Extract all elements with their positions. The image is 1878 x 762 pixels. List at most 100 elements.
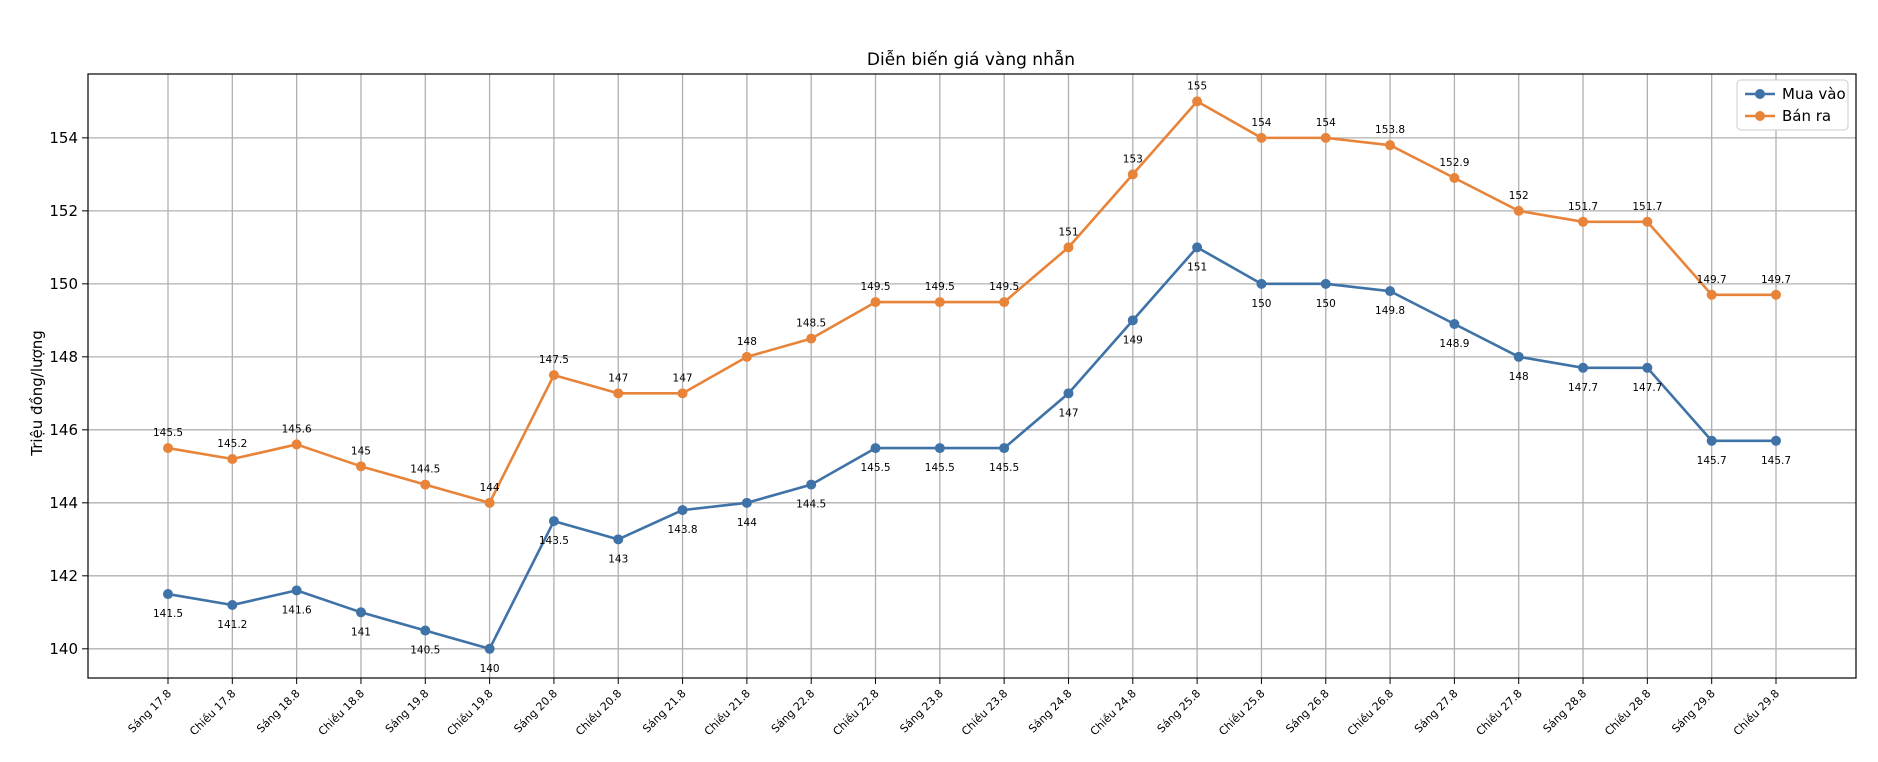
y-tick-label: 146	[49, 421, 78, 439]
x-tick-label: Sáng 21.8	[640, 687, 689, 736]
x-tick-label: Sáng 22.8	[769, 687, 818, 736]
data-point	[613, 534, 624, 545]
data-point	[677, 505, 688, 516]
data-label: 145.5	[989, 462, 1019, 474]
data-label: 151.7	[1632, 201, 1662, 213]
data-point	[870, 297, 881, 308]
x-tick-label: Sáng 26.8	[1283, 687, 1332, 736]
data-point	[613, 388, 624, 399]
data-label: 150	[1316, 298, 1336, 310]
data-point	[741, 497, 752, 508]
data-point	[1320, 132, 1331, 143]
data-point	[1256, 278, 1267, 289]
x-tick-label: Chiều 23.8	[959, 687, 1010, 738]
data-label: 151	[1058, 226, 1078, 238]
x-tick-label: Chiều 21.8	[702, 687, 753, 738]
legend: Mua vào Bán ra	[1736, 79, 1849, 131]
data-point	[1771, 289, 1781, 300]
data-labels: 141.5 141.2 141.6 141 140.5 140 143.5 143 143.8 1…	[153, 80, 1791, 674]
data-point	[355, 607, 366, 618]
data-label: 148	[1509, 371, 1529, 383]
plot-frame	[87, 73, 1857, 679]
x-tick-label: Chiều 25.8	[1216, 687, 1267, 738]
y-tick-label: 140	[49, 640, 78, 658]
data-label: 147	[608, 372, 628, 384]
legend-marker	[1755, 89, 1765, 99]
data-label: 149.5	[860, 281, 890, 293]
chart-title: Diễn biến giá vàng nhẫn	[867, 49, 1075, 70]
data-point	[355, 461, 366, 472]
data-label: 144.5	[796, 499, 826, 511]
data-label: 141.2	[217, 619, 247, 631]
data-point	[1513, 351, 1524, 362]
data-label: 147.7	[1568, 382, 1598, 394]
x-tick-label: Chiều 27.8	[1474, 687, 1525, 738]
data-label: 149.5	[989, 281, 1019, 293]
data-label: 145.5	[860, 462, 890, 474]
x-tick-label: Chiều 24.8	[1088, 687, 1139, 738]
y-tick-label: 152	[49, 202, 78, 220]
x-tick-label: Chiều 19.8	[445, 687, 496, 738]
data-point	[484, 497, 495, 508]
data-label: 143.8	[668, 524, 698, 536]
x-tick-label: Sáng 27.8	[1412, 687, 1461, 736]
data-point	[1063, 242, 1074, 253]
data-label: 151	[1187, 261, 1207, 273]
data-point	[999, 443, 1010, 454]
data-point	[1642, 216, 1653, 227]
data-label: 152.9	[1439, 157, 1469, 169]
x-tick-label: Chiều 17.8	[187, 687, 238, 738]
data-point	[934, 443, 945, 454]
x-tick-label: Chiều 29.8	[1731, 687, 1782, 738]
data-point	[163, 443, 173, 454]
y-tick-label: 154	[49, 129, 78, 147]
y-axis-label: Triệu đồng/lượng	[28, 330, 46, 456]
data-point	[1578, 216, 1589, 227]
data-point	[548, 516, 559, 527]
legend-marker	[1755, 111, 1765, 121]
data-label: 144.5	[410, 464, 440, 476]
data-point	[1063, 388, 1074, 399]
data-point	[1320, 278, 1331, 289]
data-label: 141.6	[282, 604, 312, 616]
data-label: 148.5	[796, 318, 826, 330]
data-label: 150	[1251, 298, 1271, 310]
x-tick-label: Chiều 18.8	[316, 687, 367, 738]
x-tick-label: Sáng 23.8	[897, 687, 946, 736]
data-label: 147.7	[1632, 382, 1662, 394]
data-label: 144	[480, 482, 500, 494]
data-point	[1256, 132, 1267, 143]
data-label: 145.2	[217, 438, 247, 450]
data-label: 141.5	[153, 608, 183, 620]
data-label: 145.6	[282, 423, 312, 435]
data-point	[1385, 140, 1396, 151]
x-tick-label: Chiều 20.8	[573, 687, 624, 738]
data-label: 147.5	[539, 354, 569, 366]
data-point	[677, 388, 688, 399]
data-point	[1642, 362, 1653, 373]
data-point	[1385, 286, 1396, 297]
data-label: 149	[1123, 334, 1143, 346]
data-label: 151.7	[1568, 201, 1598, 213]
data-label: 145.5	[153, 427, 183, 439]
data-point	[1192, 96, 1203, 107]
data-point	[291, 439, 302, 450]
data-label: 149.8	[1375, 305, 1405, 317]
data-point	[741, 351, 752, 362]
x-tick-label: Sáng 18.8	[254, 687, 303, 736]
data-label: 153.8	[1375, 124, 1405, 136]
data-label: 145.7	[1761, 455, 1791, 467]
data-label: 141	[351, 626, 371, 638]
x-tick-label: Sáng 28.8	[1541, 687, 1590, 736]
data-label: 143	[608, 553, 628, 565]
y-tick-label: 144	[49, 494, 78, 512]
x-tick-label: Chiều 22.8	[830, 687, 881, 738]
data-label: 145	[351, 445, 371, 457]
data-point	[1771, 435, 1781, 446]
data-point	[870, 443, 881, 454]
data-point	[163, 589, 173, 600]
x-tick-label: Chiều 28.8	[1602, 687, 1653, 738]
x-tick-label: Sáng 25.8	[1155, 687, 1204, 736]
axes: Sáng 17.8 Chiều 17.8 Sáng 18.8 Chiều 18.8 Sá…	[49, 73, 1857, 738]
data-label: 140	[480, 663, 500, 675]
